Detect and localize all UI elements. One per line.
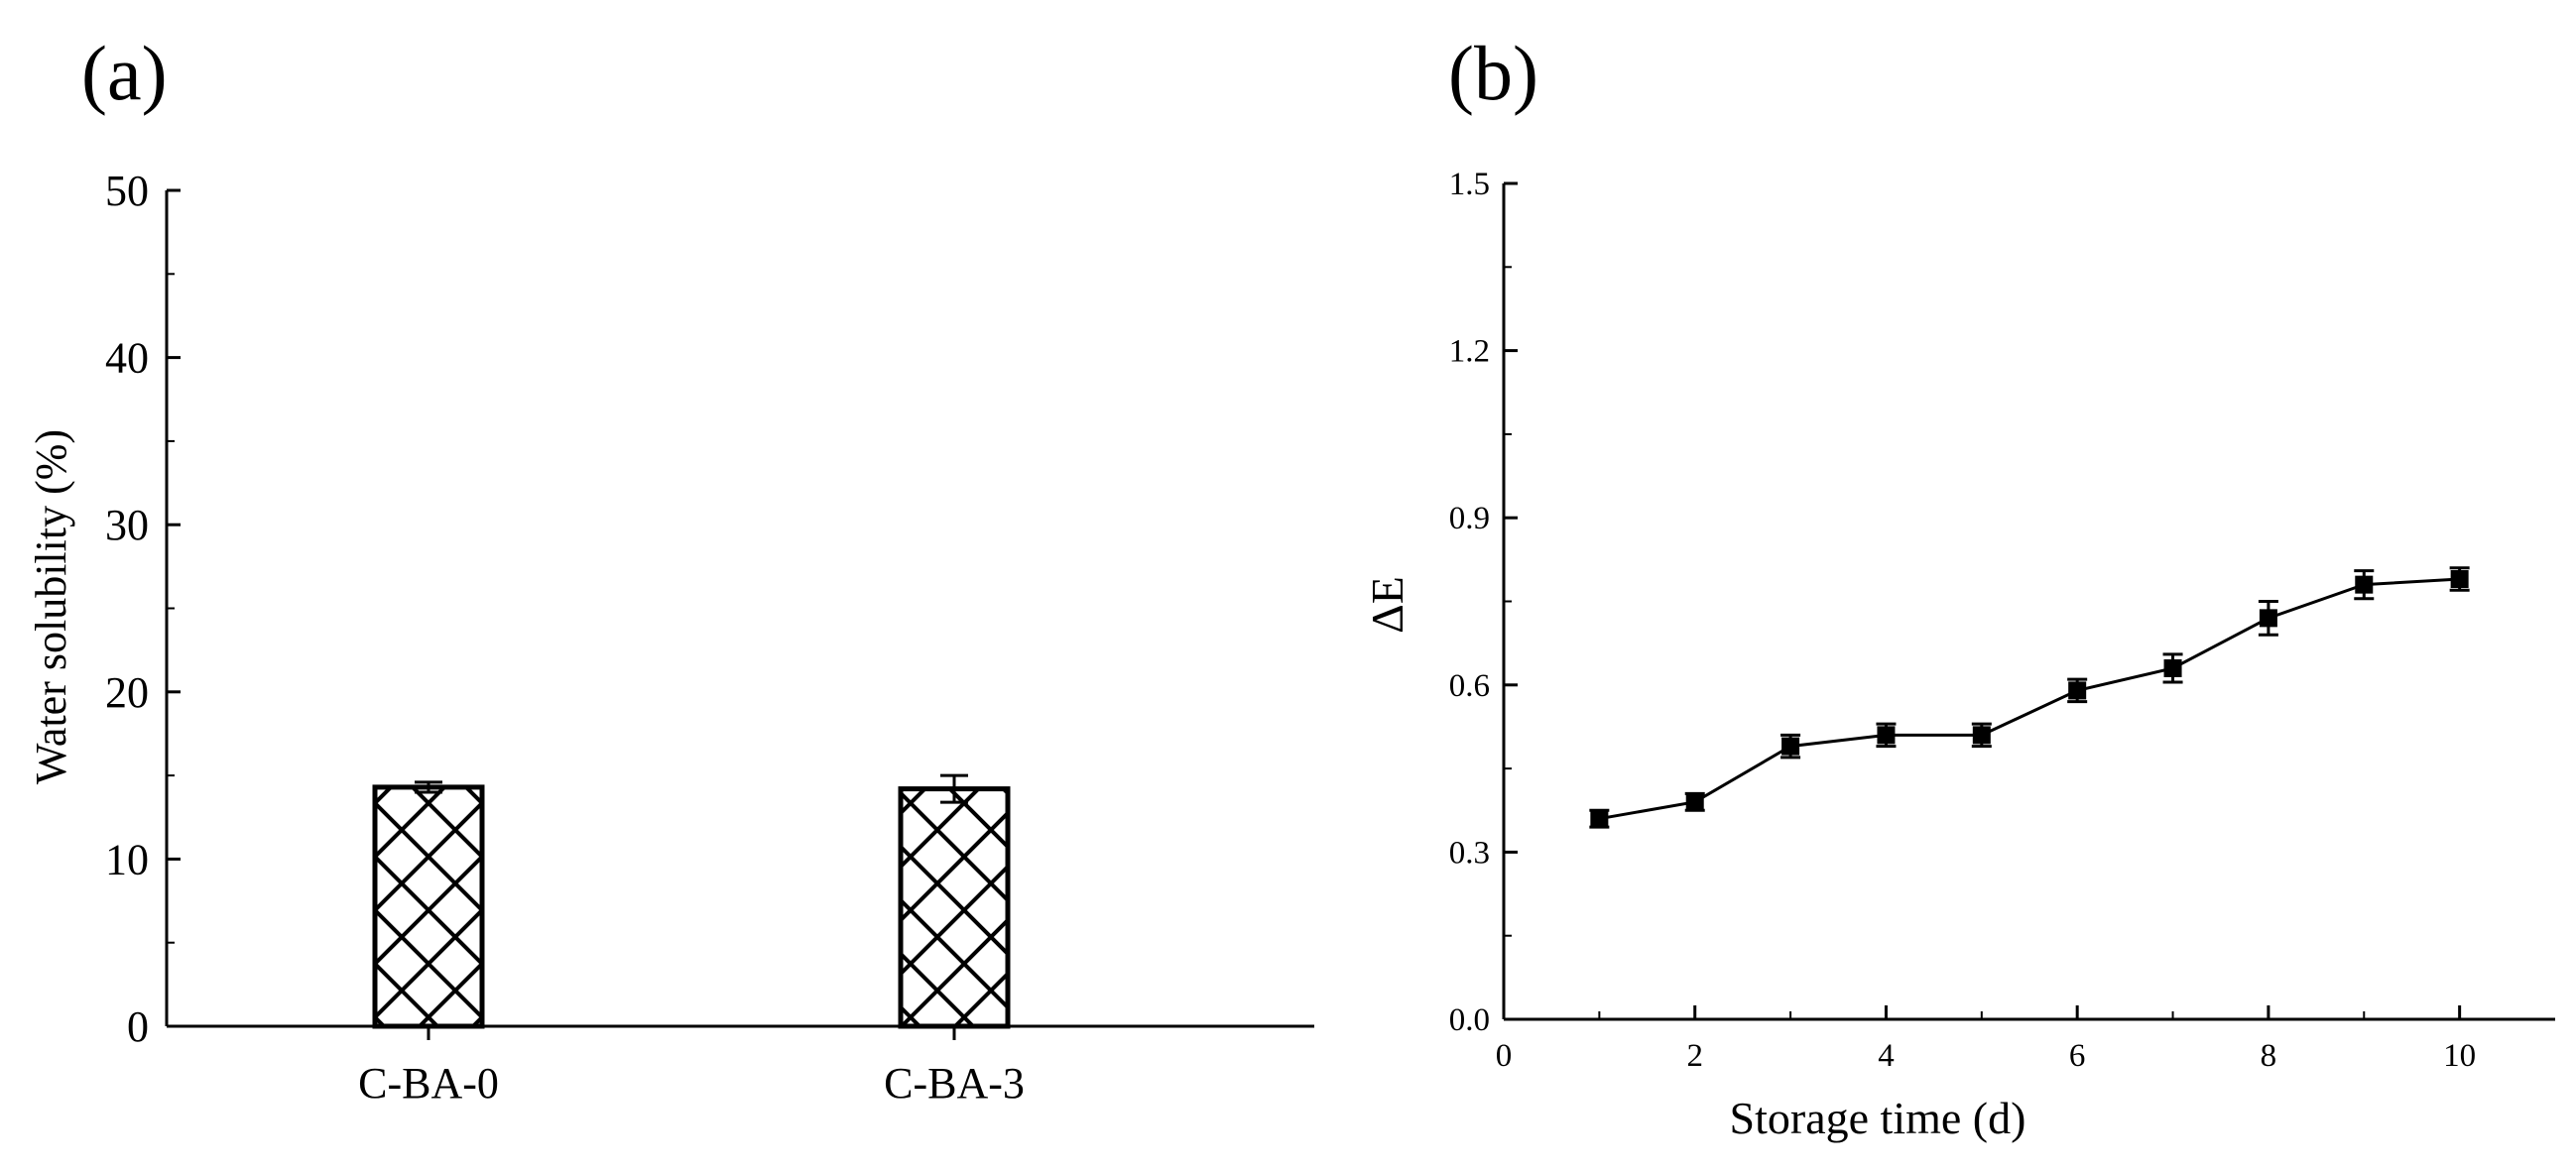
panel-b-axes — [1502, 183, 2555, 1021]
panel-a-category-label: C-BA-3 — [884, 1059, 1025, 1108]
panel-b-data-point — [2163, 658, 2182, 677]
panel-a-y-axis-title: Water solubility (%) — [27, 429, 75, 784]
panel-b-data-point — [2450, 570, 2469, 589]
panel-b-y-tick-label: 0.6 — [1449, 668, 1490, 704]
panel-b-data-point — [1781, 737, 1800, 756]
panel-a-category-label: C-BA-0 — [358, 1059, 499, 1108]
panel-b-x-tick-label: 4 — [1878, 1038, 1895, 1074]
panel-a-y-tick-label: 0 — [127, 1002, 149, 1051]
panel-b-y-tick-label: 0.0 — [1449, 1002, 1490, 1038]
panel-a-category-labels: C-BA-0 C-BA-3 — [358, 1059, 1025, 1108]
panel-a-y-ticks: 0 10 20 30 40 50 — [105, 167, 181, 1051]
panel-b-x-tick-label: 2 — [1686, 1038, 1703, 1074]
panel-a-axes — [165, 190, 1314, 1028]
panel-b-x-tick-label: 6 — [2069, 1038, 2086, 1074]
panel-b-data-point — [1685, 792, 1704, 811]
panel-a-y-tick-label: 30 — [105, 501, 149, 549]
panel-b-data-point — [2259, 609, 2277, 628]
panel-a: (a) Water solubility (%) 0 10 20 30 40 50 C-B… — [27, 30, 1314, 1108]
panel-b-label: (b) — [1448, 30, 1538, 116]
panel-b-x-tick-label: 8 — [2261, 1038, 2277, 1074]
panel-b-y-tick-label: 1.5 — [1449, 167, 1490, 202]
panel-b-data-point — [1590, 809, 1609, 828]
panel-a-bars — [372, 773, 1011, 1040]
panel-b-x-tick-label: 10 — [2443, 1038, 2476, 1074]
panel-b: (b) ΔE Storage time (d) 0.0 0.3 0.6 0.9 1.2 1… — [1362, 30, 2555, 1143]
panel-b-y-tick-label: 0.3 — [1449, 835, 1490, 871]
panel-b-y-tick-label: 1.2 — [1449, 334, 1490, 370]
panel-b-data-point — [1972, 726, 1991, 745]
panel-a-y-tick-label: 50 — [105, 167, 149, 215]
panel-b-x-tick-label: 0 — [1496, 1038, 1513, 1074]
panel-b-y-tick-label: 0.9 — [1449, 501, 1490, 536]
panel-b-data-point — [2355, 575, 2374, 594]
panel-b-ticks: 0.0 0.3 0.6 0.9 1.2 1.5 0 2 4 6 8 10 — [1449, 167, 2476, 1074]
panel-a-bar — [372, 784, 485, 1029]
panel-b-series — [1589, 566, 2470, 829]
panel-a-y-tick-label: 20 — [105, 668, 149, 717]
panel-a-label: (a) — [81, 30, 168, 116]
panel-b-series-line — [1599, 577, 2460, 821]
panel-a-y-tick-label: 40 — [105, 334, 149, 383]
panel-b-y-axis-title: ΔE — [1362, 576, 1412, 634]
panel-a-y-tick-label: 10 — [105, 835, 149, 883]
panel-b-data-point — [2068, 681, 2087, 700]
panel-b-data-point — [1877, 726, 1896, 745]
panel-a-bar — [898, 786, 1011, 1029]
panel-b-x-axis-title: Storage time (d) — [1730, 1093, 2026, 1143]
